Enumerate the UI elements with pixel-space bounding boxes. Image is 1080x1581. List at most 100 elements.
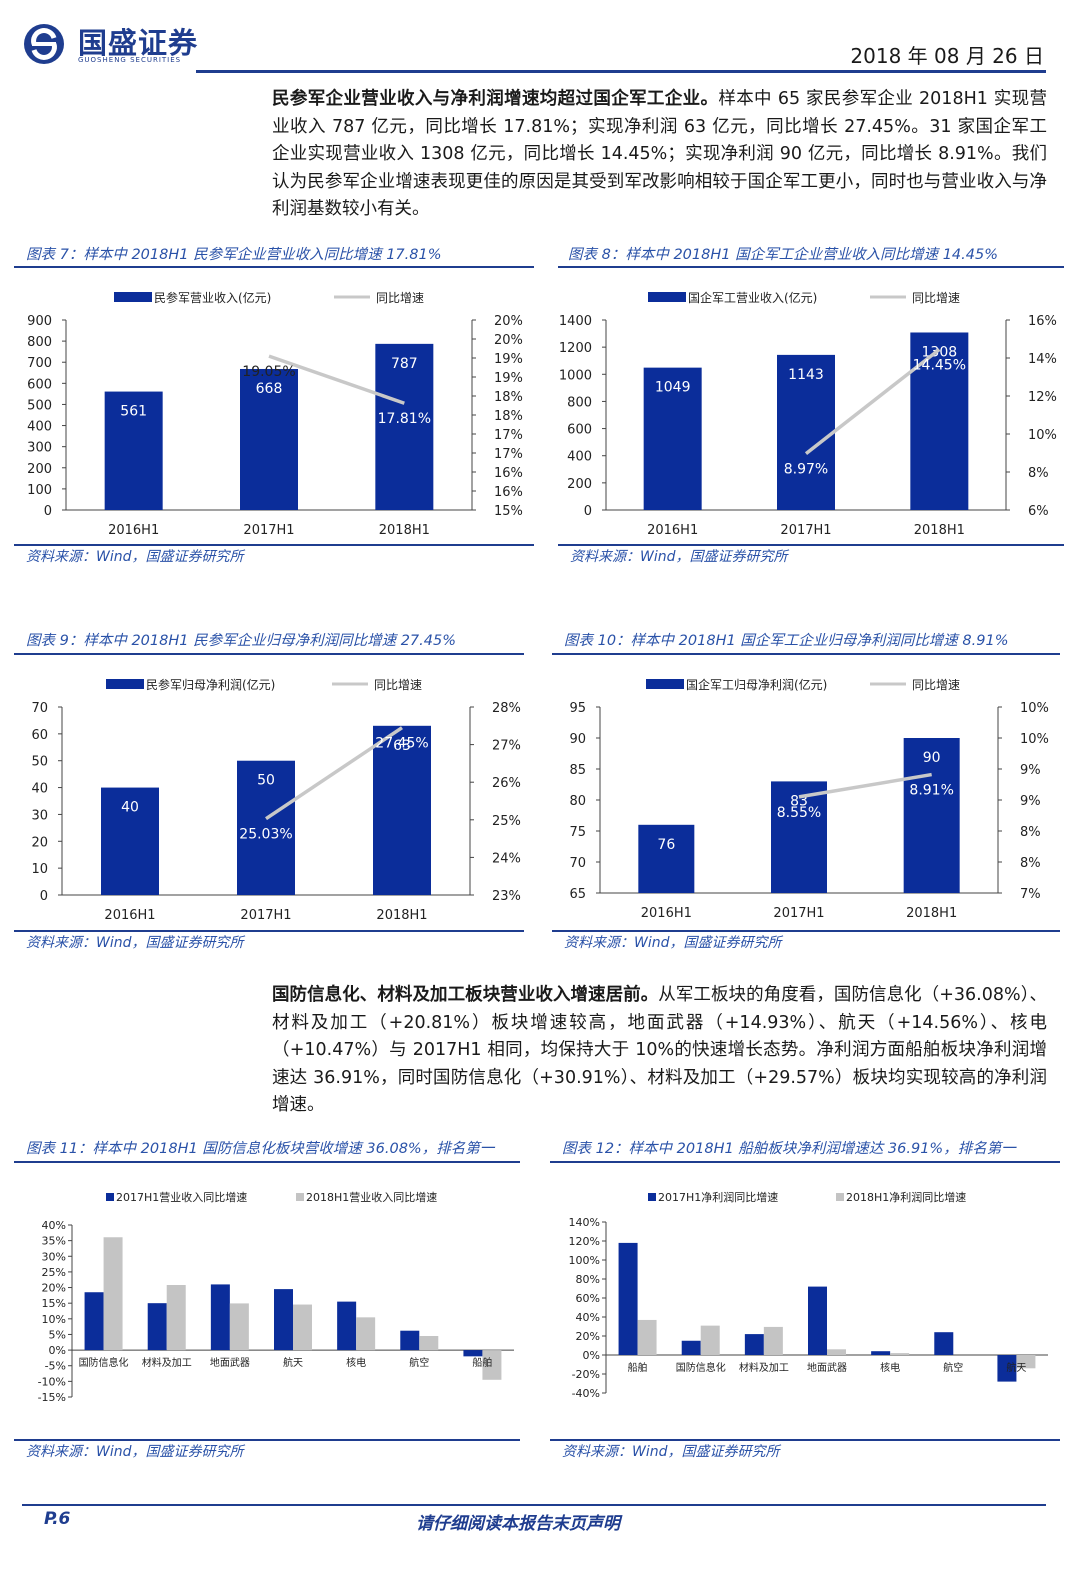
y-tick-label: 0%	[49, 1344, 66, 1357]
fig7-title-rule	[14, 266, 534, 268]
bar-value-label: 1049	[655, 380, 691, 396]
legend-swatch-bar	[648, 292, 686, 302]
y2-tick-label: 18%	[494, 390, 523, 405]
y-tick-label: 10%	[42, 1313, 66, 1326]
y-tick-label: 65	[569, 887, 586, 902]
y-tick-label: -10%	[38, 1375, 66, 1388]
y-tick-label: 700	[27, 356, 52, 371]
footer-disclaimer: 请仔细阅读本报告末页声明	[416, 1514, 620, 1534]
bar	[400, 1330, 420, 1351]
x-tick-label: 2017H1	[243, 523, 294, 538]
y-tick-label: 80%	[576, 1273, 600, 1286]
y-tick-label: 200	[567, 477, 592, 492]
y-tick-label: 900	[27, 314, 52, 329]
x-tick-label: 2016H1	[647, 523, 698, 538]
bar	[771, 781, 827, 893]
bar	[237, 760, 295, 895]
fig7-source: 资料来源：Wind，国盛证券研究所	[26, 549, 244, 565]
paragraph-2-body: 从军工板块的角度看，国防信息化（+36.08%）、材料及加工（+20.81%）板…	[272, 985, 1047, 1116]
legend-label-bar: 民参军归母净利润(亿元)	[146, 677, 275, 692]
line-value-label: 25.03%	[239, 827, 292, 843]
bar	[482, 1350, 502, 1380]
y2-tick-label: 10%	[1028, 428, 1057, 443]
legend-swatch-2018	[836, 1193, 844, 1201]
bar	[763, 1326, 783, 1355]
bar	[808, 1286, 827, 1355]
bar	[84, 1292, 104, 1351]
footer-divider	[22, 1504, 1046, 1506]
x-tick-label: 2016H1	[641, 906, 692, 921]
y-tick-label: 30%	[42, 1250, 66, 1263]
bar	[104, 391, 163, 510]
guosheng-logo-icon	[24, 24, 64, 64]
y2-tick-label: 16%	[494, 466, 523, 481]
y-tick-label: 30	[31, 808, 48, 823]
fig9-source-rule	[14, 930, 524, 932]
legend-swatch-2018	[296, 1193, 304, 1201]
bar-value-label: 50	[257, 773, 275, 789]
logo-subtext: GUOSHENG SECURITIES	[78, 56, 182, 64]
legend-label-bar: 国企军工归母净利润(亿元)	[686, 677, 827, 692]
x-tick-label: 材料及加工	[142, 1356, 192, 1369]
y-tick-label: -40%	[572, 1387, 600, 1400]
y-tick-label: 20	[31, 835, 48, 850]
x-tick-label: 船舶	[628, 1361, 648, 1374]
bar	[229, 1303, 249, 1351]
y-tick-label: 40	[31, 782, 48, 797]
fig7-source-rule	[14, 544, 534, 546]
y-tick-label: 100%	[569, 1254, 600, 1267]
y-tick-label: 50	[31, 755, 48, 770]
growth-line	[798, 772, 932, 799]
y-tick-label: 70	[569, 856, 586, 871]
y-tick-label: 100	[27, 483, 52, 498]
paragraph-1-lead: 民参军企业营业收入与净利润增速均超过国企军工企业。	[272, 89, 719, 109]
fig11-title: 图表 11：样本中 2018H1 国防信息化板块营收增速 36.08%，排名第一	[26, 1141, 495, 1157]
bar	[890, 1353, 910, 1355]
fig8-chart: 国企军工营业收入(亿元) 同比增速 0 200 400 600 800 1000 1200 140…	[559, 290, 1057, 538]
line-value-label: 8.97%	[784, 462, 828, 478]
x-tick-label: 国防信息化	[676, 1361, 726, 1374]
y2-tick-label: 26%	[492, 776, 521, 791]
y-tick-label: 60	[31, 728, 48, 743]
legend-label-line: 同比增速	[912, 678, 960, 692]
y-tick-label: 5%	[49, 1328, 66, 1341]
y-tick-label: 600	[27, 377, 52, 392]
paragraph-2: 国防信息化、材料及加工板块营业收入增速居前。从军工板块的角度看，国防信息化（+3…	[272, 982, 1047, 1120]
y2-tick-label: 20%	[494, 314, 523, 329]
y-tick-label: -20%	[572, 1368, 600, 1381]
fig8-title: 图表 8：样本中 2018H1 国企军工企业营业收入同比增速 14.45%	[568, 247, 998, 263]
y-tick-label: 10	[31, 862, 48, 877]
y2-tick-label: 8%	[1020, 856, 1041, 871]
y-tick-label: 400	[567, 450, 592, 465]
x-tick-label: 2018H1	[376, 908, 427, 923]
y2-tick-label: 25%	[492, 814, 521, 829]
fig8-source-rule	[558, 544, 1064, 546]
bar	[210, 1284, 230, 1351]
y2-tick-label: 16%	[494, 485, 523, 500]
y2-tick-label: 27%	[492, 739, 521, 754]
y2-tick-label: 8%	[1028, 466, 1049, 481]
y-tick-label: 800	[567, 395, 592, 410]
y2-tick-label: 20%	[494, 333, 523, 348]
y-tick-label: 0	[584, 504, 592, 519]
y-tick-label: 40%	[42, 1219, 66, 1232]
y-tick-label: 20%	[42, 1282, 66, 1295]
y-tick-label: 400	[27, 420, 52, 435]
y-tick-label: -15%	[38, 1391, 66, 1404]
legend-label-2018: 2018H1净利润同比增速	[846, 1190, 966, 1204]
fig9-chart: 民参军归母净利润(亿元) 同比增速 0 10 20 30 40 50 60 70 23% 24% 25%…	[31, 677, 521, 923]
paragraph-2-lead: 国防信息化、材料及加工板块营业收入增速居前。	[272, 985, 659, 1005]
bar	[101, 787, 159, 895]
bar	[618, 1242, 638, 1355]
y2-tick-label: 19%	[494, 352, 523, 367]
bar	[274, 1289, 293, 1351]
bar	[638, 824, 695, 893]
x-tick-label: 2017H1	[240, 908, 291, 923]
y-tick-label: 40%	[576, 1311, 600, 1324]
bar	[337, 1301, 357, 1351]
y2-tick-label: 8%	[1020, 825, 1041, 840]
fig11-source: 资料来源：Wind，国盛证券研究所	[26, 1444, 244, 1460]
y2-tick-label: 17%	[494, 428, 523, 443]
header-divider	[196, 70, 1046, 73]
legend-swatch-bar	[646, 679, 684, 689]
